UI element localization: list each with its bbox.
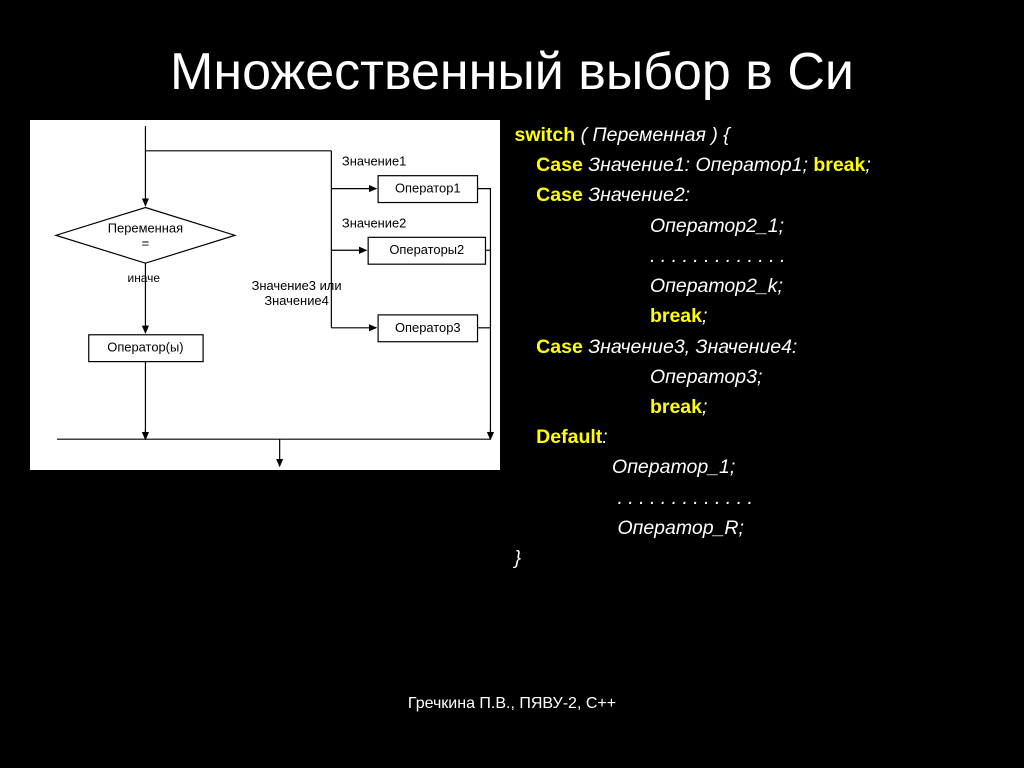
label-v34a: Значение3 или <box>252 278 342 293</box>
decision-label2: = <box>142 235 150 250</box>
kw-break-3: break <box>650 396 702 418</box>
code-l13: . . . . . . . . . . . . . <box>617 487 752 509</box>
code-l2a: Значение1: Оператор1; <box>583 154 814 176</box>
kw-switch: switch <box>515 124 576 146</box>
kw-case-2: Case <box>536 184 583 206</box>
semi-3: ; <box>702 396 707 418</box>
kw-break-2: break <box>650 305 702 327</box>
kw-case-1: Case <box>536 154 583 176</box>
code-l9: Оператор3; <box>650 366 762 388</box>
kw-default: Default <box>536 426 602 448</box>
flowchart-svg: Значение1 Оператор1 Значение2 Операторы2… <box>31 121 499 469</box>
kw-case-3: Case <box>536 336 583 358</box>
code-l8a: Значение3, Значение4: <box>583 336 798 358</box>
code-l14: Оператор_R; <box>617 517 744 539</box>
code-l15: } <box>515 547 522 569</box>
code-block: switch ( Переменная ) { Case Значение1: … <box>515 120 995 573</box>
flowchart-diagram: Значение1 Оператор1 Значение2 Операторы2… <box>30 120 500 470</box>
box-op1-label: Оператор1 <box>395 181 461 196</box>
op1-exit <box>478 189 491 440</box>
code-l6: Оператор2_k; <box>650 275 783 297</box>
semi-1: ; <box>865 154 870 176</box>
colon-default: : <box>602 426 607 448</box>
code-l12: Оператор_1; <box>612 456 735 478</box>
footer-credit: Гречкина П.В., ПЯВУ-2, С++ <box>0 695 1024 713</box>
else-label: иначе <box>128 271 161 285</box>
label-v1: Значение1 <box>342 154 406 169</box>
box-else-label: Оператор(ы) <box>107 340 183 355</box>
semi-2: ; <box>702 305 707 327</box>
box-op2-label: Операторы2 <box>389 242 464 257</box>
code-l3a: Значение2: <box>583 184 690 206</box>
code-l4: Оператор2_1; <box>650 215 784 237</box>
decision-label1: Переменная <box>108 220 183 235</box>
label-v34b: Значение4 <box>264 293 328 308</box>
box-op3-label: Оператор3 <box>395 320 461 335</box>
kw-break-1: break <box>813 154 865 176</box>
content-row: Значение1 Оператор1 Значение2 Операторы2… <box>0 102 1024 573</box>
label-v2: Значение2 <box>342 215 406 230</box>
code-l1-rest: ( Переменная ) { <box>575 124 730 146</box>
code-l5: . . . . . . . . . . . . . <box>650 245 785 267</box>
slide-title: Множественный выбор в Си <box>0 0 1024 102</box>
